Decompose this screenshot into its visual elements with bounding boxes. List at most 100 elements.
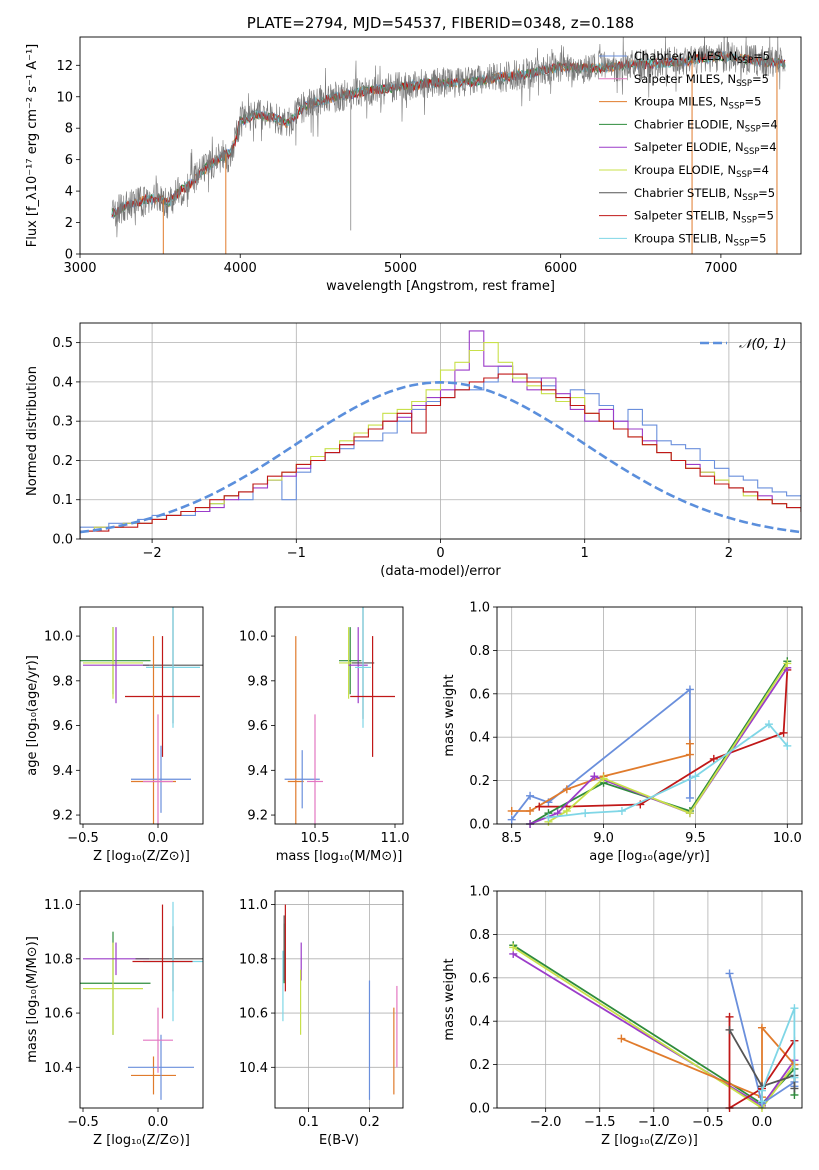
weight-line-chabrier_stelib — [728, 1029, 796, 1089]
weight-marker — [617, 806, 626, 815]
z_age-axes: −0.5 0.0 9.2 9.4 9.6 9.8 10.0 — [44, 630, 168, 846]
x-tick-label: −1 — [287, 546, 306, 561]
errorbar-kroupa_elodie — [83, 942, 143, 1035]
weight-marker — [790, 1004, 799, 1013]
errorbar-salpeter_stelib — [125, 636, 200, 757]
weight-line-kroupa_stelib — [548, 722, 788, 819]
errorbar-kroupa_miles — [131, 1056, 176, 1095]
weight-marker — [562, 806, 571, 815]
y-tick-label: 1.0 — [469, 885, 490, 900]
age_weight-ylabel: mass weight — [442, 674, 457, 756]
y-tick-label: 10.0 — [239, 630, 268, 645]
legend-label-text: Salpeter STELIB, N — [634, 209, 741, 223]
legend-label-sub: SSP — [744, 147, 760, 157]
weight-marker — [685, 809, 694, 818]
residuals-xlabel: (data-model)/error — [380, 564, 501, 579]
errorbar-salpeter_elodie — [83, 627, 149, 704]
y-tick-label: 0.4 — [469, 731, 490, 746]
ebv_mass-axes: 0.1 0.2 10.4 10.6 10.8 11.0 — [239, 891, 403, 1130]
weight-marker — [562, 785, 571, 794]
age_weight-frame — [496, 606, 803, 825]
legend-label-text: Kroupa ELODIE, N — [634, 163, 736, 177]
weight-marker — [507, 806, 516, 815]
weight-marker — [685, 793, 694, 802]
y-tick-label: 10.4 — [44, 1061, 73, 1076]
legend-label-sub: SSP — [742, 193, 758, 203]
x-tick-label: 11.0 — [381, 831, 410, 846]
legend-label-suffix: =5 — [744, 95, 761, 109]
weight-marker — [691, 772, 700, 781]
weight-marker — [685, 685, 694, 694]
y-tick-label: 10.8 — [239, 952, 268, 967]
y-tick-label: 0.4 — [52, 375, 73, 390]
y-tick-label: 10.6 — [239, 1007, 268, 1022]
weight-marker — [507, 815, 516, 824]
x-tick-label: −1.5 — [584, 1115, 616, 1130]
spectrum-xlabel: wavelength [Angstrom, rest frame] — [326, 279, 555, 294]
y-tick-label: 0.2 — [469, 774, 490, 789]
x-tick-label: 0.0 — [148, 1115, 169, 1130]
y-tick-label: 6 — [65, 153, 73, 168]
y-tick-label: 0.8 — [469, 928, 490, 943]
weight-marker — [757, 1086, 766, 1095]
weight-marker — [617, 1034, 626, 1043]
hist-series-salpeter_stelib — [80, 373, 801, 539]
x-tick-label: 0.2 — [359, 1115, 380, 1130]
weight-marker — [725, 1025, 734, 1034]
weight-marker — [590, 772, 599, 781]
x-tick-label: 1 — [581, 546, 589, 561]
residuals-ylabel: Normed distribution — [25, 366, 40, 496]
legend-label-suffix: =5 — [758, 186, 775, 200]
y-tick-label: 9.4 — [52, 764, 73, 779]
y-tick-label: 0 — [65, 248, 73, 263]
mass_age-frame — [274, 606, 404, 825]
weight-line-kroupa_miles — [511, 743, 691, 812]
x-tick-label: 8.5 — [501, 831, 522, 846]
z_age-frame — [79, 606, 204, 825]
weight-marker — [725, 1012, 734, 1021]
y-tick-label: 0.3 — [52, 415, 73, 430]
mass_age-xlabel: mass [log₁₀(M/M⊙)] — [276, 849, 403, 864]
legend-label: Kroupa STELIB, NSSP=5 — [634, 231, 766, 248]
errorbar-kroupa_stelib — [146, 607, 200, 728]
legend-label-sub: SSP — [736, 79, 752, 89]
x-tick-label: 0.1 — [298, 1115, 319, 1130]
x-tick-label: 2 — [725, 546, 733, 561]
y-tick-label: 2 — [65, 216, 73, 231]
hist-series-salpeter_elodie — [80, 330, 801, 539]
legend-label-text: Kroupa MILES, N — [634, 95, 729, 109]
legend-label-sub: SSP — [734, 238, 750, 248]
hist-series-chabrier_miles — [80, 365, 801, 539]
legend-label-suffix: =4 — [752, 163, 769, 177]
chart-title: PLATE=2794, MJD=54537, FIBERID=0348, z=0… — [247, 14, 634, 32]
y-tick-label: 0.6 — [469, 971, 490, 986]
errorbar-salpeter_miles — [143, 1007, 173, 1073]
weight-marker — [783, 741, 792, 750]
errorbar-chabrier_miles — [128, 1034, 194, 1100]
y-tick-label: 0.8 — [469, 644, 490, 659]
errorbar-salpeter_stelib — [132, 904, 193, 1019]
legend-label-text: Chabrier ELODIE, N — [634, 117, 745, 131]
x-tick-label: 0.0 — [752, 1115, 773, 1130]
y-tick-label: 10.4 — [239, 1061, 268, 1076]
z_weight-frame — [496, 890, 803, 1109]
weight-line-salpeter_stelib — [539, 669, 789, 808]
legend-label-text: Salpeter MILES, N — [634, 72, 736, 86]
weight-marker — [544, 813, 553, 822]
errorbar-chabrier_miles — [131, 745, 191, 813]
z_mass-ylabel: mass [log₁₀(M/M⊙)] — [25, 936, 40, 1063]
legend-label-suffix: =5 — [753, 49, 770, 63]
errorbar-salpeter_miles — [307, 714, 323, 824]
weight-marker — [526, 791, 535, 800]
legend-label-text: Chabrier STELIB, N — [634, 186, 742, 200]
legend-label: Chabrier MILES, NSSP=5 — [634, 49, 770, 66]
weight-line-kroupa_miles — [621, 1025, 796, 1099]
weight-line-chabrier_miles — [510, 687, 691, 821]
normal-legend-label: 𝒩(0, 1) — [739, 337, 786, 352]
weight-marker — [725, 969, 734, 978]
y-tick-label: 0.0 — [469, 1102, 490, 1117]
legend-label-text: Salpeter ELODIE, N — [634, 140, 744, 154]
y-tick-label: 10.0 — [44, 630, 73, 645]
z_mass-xlabel: Z [log₁₀(Z/Z⊙)] — [93, 1133, 190, 1148]
